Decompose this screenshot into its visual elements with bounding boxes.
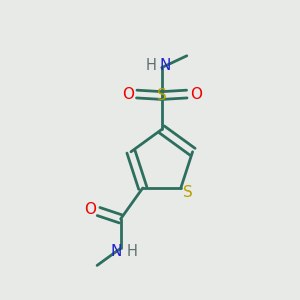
Text: O: O: [84, 202, 96, 217]
Text: H: H: [127, 244, 138, 259]
Text: O: O: [122, 87, 134, 102]
Text: O: O: [190, 87, 202, 102]
Text: H: H: [145, 58, 156, 73]
Text: N: N: [111, 244, 122, 259]
Text: S: S: [157, 88, 167, 103]
Text: S: S: [183, 185, 193, 200]
Text: N: N: [159, 58, 170, 73]
